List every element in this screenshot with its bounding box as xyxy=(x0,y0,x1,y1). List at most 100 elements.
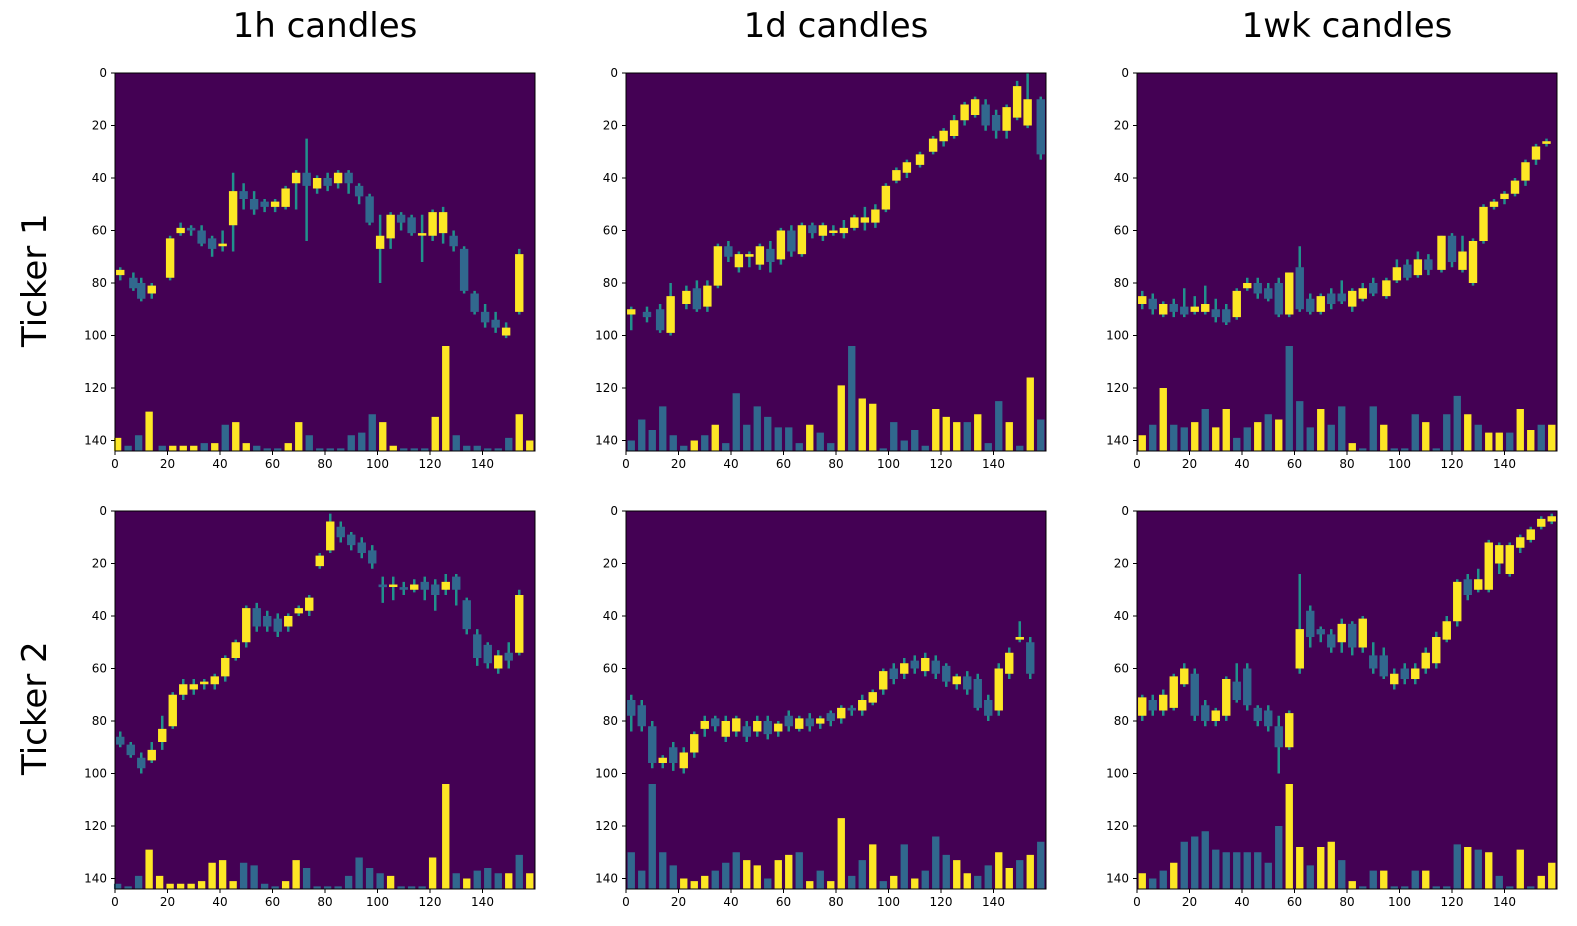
chart-0-volume-bar-2 xyxy=(134,435,143,451)
chart-1-volume-bar-14 xyxy=(774,427,782,451)
chart-svg: 0 20 40 60 80 100 120 140 0 20 40 60 80 100 120 140 xyxy=(1106,66,1558,471)
chart-4-candle-body-18 xyxy=(816,718,825,724)
chart-4-volume-bar-21 xyxy=(848,875,856,889)
chart-1-ytick-label-3: 60 xyxy=(603,224,618,238)
chart-3-candle-body-2 xyxy=(137,757,146,769)
chart-2-candle-body-20 xyxy=(1348,290,1357,307)
chart-0-volume-bar-15 xyxy=(274,448,282,451)
chart-4-volume-bar-34 xyxy=(984,865,992,889)
chart-4-candle-body-12 xyxy=(753,721,762,732)
chart-0-candle-body-23 xyxy=(365,196,374,223)
chart-1-volume-bar-25 xyxy=(890,422,898,451)
chart-3-volume-bar-27 xyxy=(397,886,405,889)
chart-4-volume-bar-22 xyxy=(858,860,866,889)
chart-3-candle-body-27 xyxy=(399,587,408,590)
chart-0-volume-bar-16 xyxy=(284,443,292,451)
chart-2-volume-bar-23 xyxy=(1380,424,1388,451)
chart-4-candle-body-0 xyxy=(627,700,636,716)
chart-0-candle-body-28 xyxy=(417,233,427,236)
chart-5-candle-body-27 xyxy=(1421,652,1430,669)
chart-5-candle-body-20 xyxy=(1348,623,1357,648)
chart-1-volume-bar-15 xyxy=(785,427,793,451)
chart-4-volume-bar-20 xyxy=(837,818,845,889)
chart-3-candle-body-13 xyxy=(252,608,261,627)
chart-4-ytick-label-4: 80 xyxy=(603,714,618,728)
chart-3-candle-body-19 xyxy=(315,555,324,567)
chart-0-ytick-label-1: 20 xyxy=(92,119,107,133)
chart-0-volume-bar-34 xyxy=(473,445,481,451)
chart-5-volume-bar-17 xyxy=(1317,847,1325,889)
chart-4-candle-body-21 xyxy=(847,707,856,711)
chart-2-volume-bar-7 xyxy=(1212,427,1220,451)
chart-0-candle-body-30 xyxy=(438,212,448,234)
chart-4-volume-bar-23 xyxy=(869,844,877,889)
chart-5-ytick-label-5: 100 xyxy=(1106,767,1129,781)
chart-0-candle-body-16 xyxy=(291,172,301,184)
chart-4-volume-bar-37 xyxy=(1016,860,1024,889)
chart-1-candle-body-34 xyxy=(1002,107,1011,131)
chart-3-volume-bar-9 xyxy=(208,862,216,889)
chart-0-candle-body-4 xyxy=(165,238,175,278)
chart-3-candle-body-9 xyxy=(210,676,219,685)
row-title-ticker-2: Ticker 2 xyxy=(15,641,55,775)
chart-4-volume-bar-7 xyxy=(701,875,709,889)
chart-1-volume-bar-16 xyxy=(795,443,803,451)
chart-5-volume-bar-36 xyxy=(1516,849,1524,889)
chart-3-volume-bar-8 xyxy=(197,881,206,889)
chart-2-candle-body-16 xyxy=(1306,298,1315,312)
chart-3-volume-bar-4 xyxy=(155,875,164,889)
chart-1-candle-body-28 xyxy=(939,130,948,142)
chart-3-candle-body-32 xyxy=(452,576,461,590)
chart-3-plot-area xyxy=(115,511,535,889)
chart-5-xtick-label-1: 20 xyxy=(1182,895,1197,909)
chart-4-candle-body-19 xyxy=(826,713,835,721)
chart-0-volume-bar-13 xyxy=(253,445,261,451)
chart-2-volume-bar-19 xyxy=(1338,406,1346,451)
chart-4-candle-body-38 xyxy=(1026,642,1035,674)
chart-5-volume-bar-29 xyxy=(1443,886,1451,889)
chart-5-candle-body-33 xyxy=(1484,542,1493,590)
chart-0-volume-bar-5 xyxy=(169,445,177,451)
chart-1-volume-bar-2 xyxy=(648,430,656,451)
chart-0-volume-bar-4 xyxy=(158,445,166,451)
chart-5-candle-body-2 xyxy=(1159,694,1168,711)
chart-1-volume-bar-17 xyxy=(806,424,814,451)
chart-5-ytick-label-6: 120 xyxy=(1106,819,1129,833)
chart-3-volume-bar-22 xyxy=(344,875,353,889)
chart-5-volume-bar-1 xyxy=(1149,878,1157,889)
chart-0-volume-bar-39 xyxy=(526,440,534,451)
chart-2-volume-bar-5 xyxy=(1191,422,1199,451)
chart-4-candle-body-1 xyxy=(637,705,646,727)
chart-3-volume-bar-31 xyxy=(442,784,450,889)
chart-1-xtick-label-3: 60 xyxy=(776,457,791,471)
chart-1-candle-body-9 xyxy=(734,254,744,268)
chart-4-volume-bar-14 xyxy=(774,860,782,889)
chart-2-candle-body-3 xyxy=(1169,304,1178,312)
chart-4-volume-bar-6 xyxy=(690,881,698,889)
chart-2-xtick-label-1: 20 xyxy=(1182,457,1197,471)
chart-5-ytick-label-4: 80 xyxy=(1114,714,1129,728)
chart-3-candle-body-7 xyxy=(189,684,198,690)
chart-4-ytick-label-6: 120 xyxy=(595,819,618,833)
chart-2-plot-area xyxy=(1137,73,1557,451)
chart-2-candle-body-23 xyxy=(1382,280,1391,297)
chart-3-candle-body-35 xyxy=(483,644,492,664)
chart-0-ytick-label-0: 0 xyxy=(99,66,107,80)
chart-1-ytick-label-2: 40 xyxy=(603,171,618,185)
chart-3-volume-bar-38 xyxy=(515,854,523,889)
chart-0-candle-body-34 xyxy=(480,311,490,323)
chart-0-volume-bar-35 xyxy=(484,448,492,451)
chart-3-candle-body-23 xyxy=(357,542,366,553)
panel-ticker2-1wk: 0 20 40 60 80 100 120 140 0 20 40 60 80 100 120 140 xyxy=(1102,500,1572,909)
chart-3-ytick-label-4: 80 xyxy=(92,714,107,728)
chart-3-candle-body-21 xyxy=(336,526,345,538)
chart-3-volume-bar-39 xyxy=(526,873,534,889)
chart-2-volume-bar-21 xyxy=(1359,448,1367,451)
chart-1-volume-bar-30 xyxy=(942,416,950,451)
chart-0-ytick-label-6: 120 xyxy=(84,381,107,395)
chart-3-volume-bar-7 xyxy=(187,883,195,889)
chart-4-candle-body-26 xyxy=(900,663,909,674)
chart-5-candle-body-39 xyxy=(1547,516,1556,522)
chart-4-volume-bar-39 xyxy=(1037,841,1045,889)
chart-0-volume-bar-32 xyxy=(452,435,460,451)
